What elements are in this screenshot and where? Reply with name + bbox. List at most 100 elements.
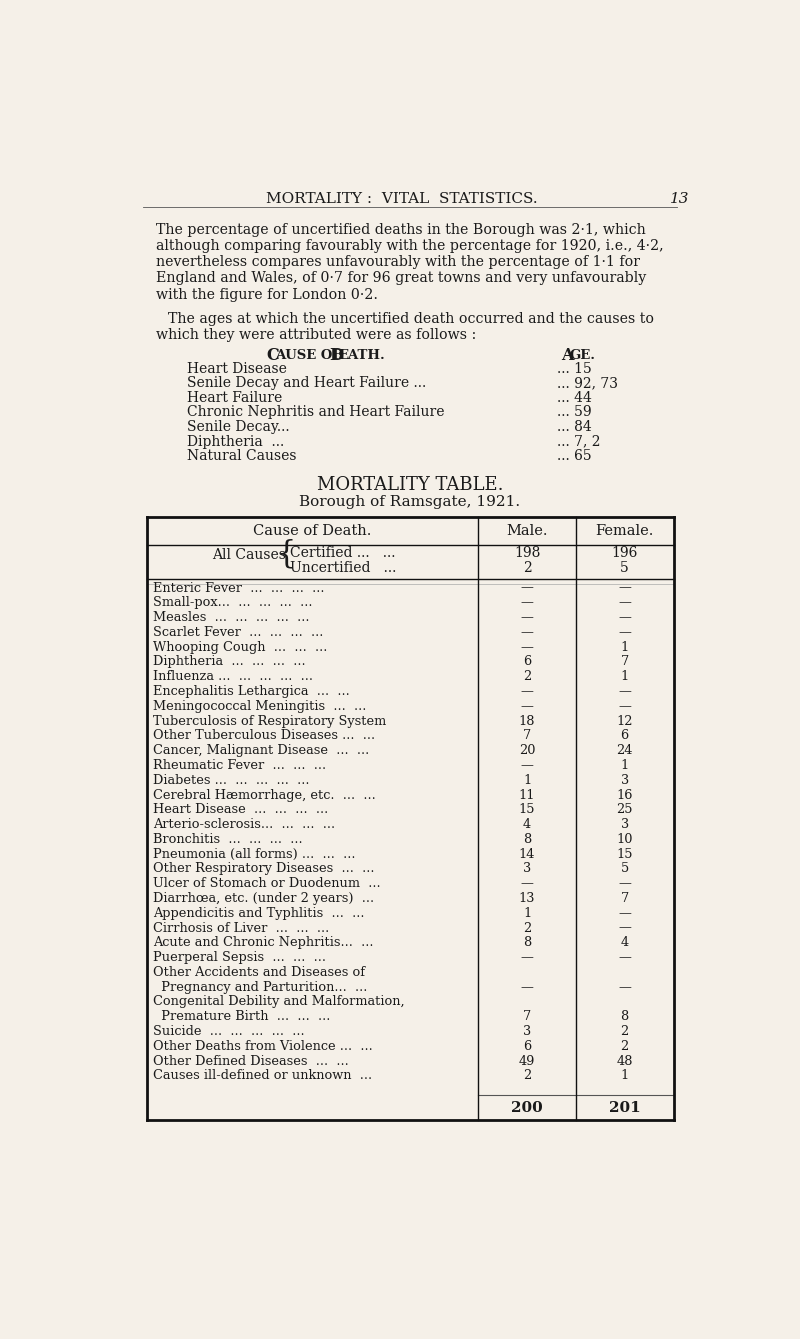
Text: Enteric Fever  ...  ...  ...  ...: Enteric Fever ... ... ... ... (153, 581, 324, 595)
Text: which they were attributed were as follows :: which they were attributed were as follo… (156, 328, 476, 341)
Text: Diphtheria  ...: Diphtheria ... (187, 435, 284, 449)
Text: Senile Decay...: Senile Decay... (187, 420, 290, 434)
Text: Natural Causes: Natural Causes (187, 450, 296, 463)
Text: Heart Disease  ...  ...  ...  ...: Heart Disease ... ... ... ... (153, 803, 328, 817)
Text: 8: 8 (523, 936, 531, 949)
Text: Tuberculosis of Respiratory System: Tuberculosis of Respiratory System (153, 715, 386, 727)
Text: 1: 1 (621, 1070, 629, 1082)
Text: 14: 14 (518, 848, 535, 861)
Text: 25: 25 (617, 803, 633, 817)
Text: 2: 2 (522, 561, 531, 574)
Text: Pregnancy and Parturition...  ...: Pregnancy and Parturition... ... (153, 980, 367, 994)
Text: Cirrhosis of Liver  ...  ...  ...: Cirrhosis of Liver ... ... ... (153, 921, 329, 935)
Text: nevertheless compares unfavourably with the percentage of 1·1 for: nevertheless compares unfavourably with … (156, 256, 640, 269)
Text: Ulcer of Stomach or Duodenum  ...: Ulcer of Stomach or Duodenum ... (153, 877, 380, 890)
Text: Chronic Nephritis and Heart Failure: Chronic Nephritis and Heart Failure (187, 406, 444, 419)
Text: 4: 4 (621, 936, 629, 949)
Text: ... 65: ... 65 (558, 450, 592, 463)
Text: 2: 2 (621, 1040, 629, 1052)
Text: 7: 7 (621, 656, 629, 668)
Text: 6: 6 (621, 730, 629, 742)
Text: 24: 24 (617, 744, 633, 757)
Text: —: — (521, 759, 534, 773)
Text: Borough of Ramsgate, 1921.: Borough of Ramsgate, 1921. (299, 495, 521, 509)
Text: Bronchitis  ...  ...  ...  ...: Bronchitis ... ... ... ... (153, 833, 302, 846)
Text: —: — (618, 700, 631, 712)
Text: 2: 2 (523, 921, 531, 935)
Text: Cancer, Malignant Disease  ...  ...: Cancer, Malignant Disease ... ... (153, 744, 369, 757)
Text: —: — (521, 700, 534, 712)
Text: 48: 48 (617, 1055, 633, 1067)
Text: Influenza ...  ...  ...  ...  ...: Influenza ... ... ... ... ... (153, 671, 313, 683)
Text: EATH.: EATH. (338, 349, 385, 362)
Text: Scarlet Fever  ...  ...  ...  ...: Scarlet Fever ... ... ... ... (153, 625, 323, 639)
Text: 3: 3 (523, 1026, 531, 1038)
Text: Cerebral Hæmorrhage, etc.  ...  ...: Cerebral Hæmorrhage, etc. ... ... (153, 789, 375, 802)
Text: Puerperal Sepsis  ...  ...  ...: Puerperal Sepsis ... ... ... (153, 951, 326, 964)
Text: 13: 13 (670, 193, 690, 206)
Text: —: — (618, 596, 631, 609)
Text: ... 15: ... 15 (558, 362, 592, 375)
Text: Other Respiratory Diseases  ...  ...: Other Respiratory Diseases ... ... (153, 862, 374, 876)
Text: 18: 18 (518, 715, 535, 727)
Text: 8: 8 (523, 833, 531, 846)
Text: —: — (521, 581, 534, 595)
Text: Male.: Male. (506, 524, 548, 538)
Text: Senile Decay and Heart Failure ...: Senile Decay and Heart Failure ... (187, 376, 426, 390)
Text: {: { (277, 538, 296, 569)
Text: —: — (618, 877, 631, 890)
Text: 16: 16 (617, 789, 633, 802)
Text: ... 7, 2: ... 7, 2 (558, 435, 601, 449)
Text: ... 59: ... 59 (558, 406, 592, 419)
Text: 1: 1 (621, 640, 629, 653)
Text: —: — (618, 921, 631, 935)
Text: The percentage of uncertified deaths in the Borough was 2·1, which: The percentage of uncertified deaths in … (156, 224, 646, 237)
Text: GE.: GE. (570, 349, 596, 362)
Text: Appendicitis and Typhlitis  ...  ...: Appendicitis and Typhlitis ... ... (153, 907, 364, 920)
Text: Other Defined Diseases  ...  ...: Other Defined Diseases ... ... (153, 1055, 349, 1067)
Text: Small-pox...  ...  ...  ...  ...: Small-pox... ... ... ... ... (153, 596, 312, 609)
Text: 49: 49 (519, 1055, 535, 1067)
Text: Other Tuberculous Diseases ...  ...: Other Tuberculous Diseases ... ... (153, 730, 375, 742)
Text: MORTALITY TABLE.: MORTALITY TABLE. (317, 475, 503, 494)
Text: Arterio-sclerosis...  ...  ...  ...: Arterio-sclerosis... ... ... ... (153, 818, 335, 832)
Text: Heart Disease: Heart Disease (187, 362, 286, 375)
Text: 1: 1 (523, 907, 531, 920)
Text: D: D (330, 347, 343, 364)
Text: The ages at which the uncertified death occurred and the causes to: The ages at which the uncertified death … (168, 312, 654, 325)
Text: —: — (618, 980, 631, 994)
Text: —: — (521, 640, 534, 653)
Text: Meningococcal Meningitis  ...  ...: Meningococcal Meningitis ... ... (153, 700, 366, 712)
Text: AUSE OF: AUSE OF (275, 349, 346, 362)
Text: A: A (561, 347, 574, 364)
Text: —: — (521, 611, 534, 624)
Text: England and Wales, of 0·7 for 96 great towns and very unfavourably: England and Wales, of 0·7 for 96 great t… (156, 272, 646, 285)
Text: 201: 201 (609, 1101, 641, 1114)
Text: Suicide  ...  ...  ...  ...  ...: Suicide ... ... ... ... ... (153, 1026, 304, 1038)
Text: All Causes: All Causes (212, 548, 286, 562)
Text: 11: 11 (518, 789, 535, 802)
Text: Female.: Female. (595, 524, 654, 538)
Text: 7: 7 (523, 730, 531, 742)
Text: 1: 1 (621, 671, 629, 683)
Text: Pneumonia (all forms) ...  ...  ...: Pneumonia (all forms) ... ... ... (153, 848, 355, 861)
Text: 12: 12 (617, 715, 633, 727)
Text: 3: 3 (621, 774, 629, 787)
Text: 5: 5 (621, 862, 629, 876)
Text: 2: 2 (523, 1070, 531, 1082)
Text: 15: 15 (617, 848, 633, 861)
Text: although comparing favourably with the percentage for 1920, i.e., 4·2,: although comparing favourably with the p… (156, 240, 663, 253)
Text: 10: 10 (617, 833, 633, 846)
Text: Encephalitis Lethargica  ...  ...: Encephalitis Lethargica ... ... (153, 686, 350, 698)
Text: Other Accidents and Diseases of: Other Accidents and Diseases of (153, 965, 365, 979)
Text: 4: 4 (523, 818, 531, 832)
Text: 6: 6 (523, 656, 531, 668)
Text: 6: 6 (523, 1040, 531, 1052)
Text: ... 84: ... 84 (558, 420, 592, 434)
Text: 7: 7 (621, 892, 629, 905)
Text: 196: 196 (611, 546, 638, 561)
Text: 3: 3 (621, 818, 629, 832)
Text: ... 44: ... 44 (558, 391, 592, 404)
Text: with the figure for London 0·2.: with the figure for London 0·2. (156, 288, 378, 301)
Text: 7: 7 (523, 1010, 531, 1023)
